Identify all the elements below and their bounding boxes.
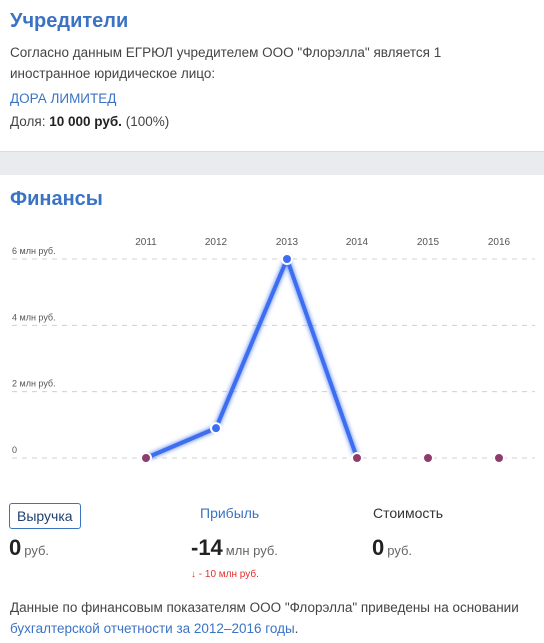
y-tick-label: 2 млн руб.	[12, 379, 56, 389]
finance-title: Финансы	[10, 188, 103, 210]
share-value: 10 000 руб.	[49, 114, 122, 129]
profit-value: -14	[191, 535, 223, 560]
data-point	[210, 422, 222, 435]
x-tick-label: 2015	[417, 237, 440, 248]
finance-section: Финансы 0 2 млн руб. 4 млн руб. 6 млн руб. 2…	[0, 175, 544, 643]
data-point	[281, 253, 293, 265]
revenue-value: 0	[9, 535, 22, 560]
cost-tab[interactable]: Стоимость	[373, 505, 444, 521]
note-prefix: Данные по финансовым показателям ООО "Фл…	[10, 600, 519, 615]
founders-description: Согласно данным ЕГРЮЛ учредителем ООО "Ф…	[10, 45, 442, 81]
x-tick-label: 2011	[135, 237, 157, 248]
y-tick-label: 0	[12, 445, 17, 455]
founders-section: Учредители Согласно данным ЕГРЮЛ учредит…	[0, 0, 544, 152]
profit-value-block: -14 млн руб.	[191, 535, 278, 561]
series-segment	[144, 426, 218, 460]
profit-tab[interactable]: Прибыль	[200, 505, 260, 521]
data-point	[493, 452, 505, 464]
cost-value: 0	[372, 535, 385, 560]
founder-link[interactable]: ДОРА ЛИМИТЕД	[10, 91, 117, 106]
finance-note: Данные по финансовым показателям ООО "Фл…	[10, 597, 530, 639]
cost-unit: руб.	[387, 543, 413, 558]
x-tick-label: 2013	[276, 237, 299, 248]
finance-chart: 0 2 млн руб. 4 млн руб. 6 млн руб. 2011 2012 2…	[12, 237, 535, 464]
data-point	[140, 452, 152, 464]
revenue-tab[interactable]: Выручка	[9, 503, 81, 529]
profit-delta: ↓ - 10 млн руб.	[191, 569, 259, 580]
profit-unit: млн руб.	[225, 543, 278, 558]
share-percent: (100%)	[125, 114, 170, 129]
y-tick-label: 6 млн руб.	[12, 246, 56, 256]
founders-title: Учредители	[10, 10, 129, 32]
share-label: Доля:	[10, 114, 46, 129]
revenue-unit: руб.	[24, 543, 50, 558]
revenue-value-block: 0 руб.	[9, 535, 49, 561]
report-link[interactable]: бухгалтерской отчетности за 2012–2016 го…	[10, 621, 295, 636]
series-segment	[214, 257, 289, 431]
cost-value-block: 0 руб.	[372, 535, 412, 561]
note-suffix: .	[294, 621, 299, 636]
x-tick-label: 2016	[488, 237, 511, 248]
data-point	[422, 452, 434, 464]
share-line: Доля: 10 000 руб. (100%)	[10, 111, 169, 132]
series-segment	[285, 257, 359, 460]
x-tick-label: 2014	[346, 237, 369, 248]
y-tick-label: 4 млн руб.	[12, 312, 56, 322]
x-tick-label: 2012	[205, 237, 228, 248]
data-point	[351, 452, 363, 464]
